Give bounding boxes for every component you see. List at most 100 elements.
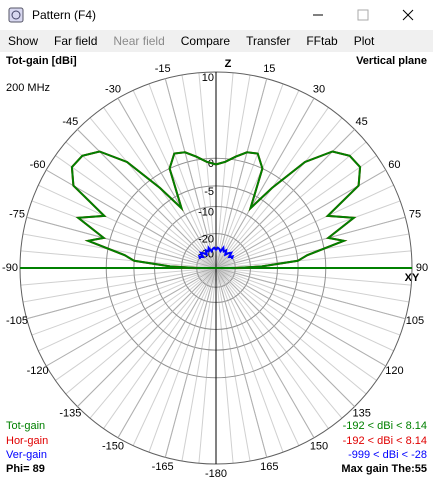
angle-grid-line: [164, 78, 217, 269]
angle-tick-label: -90: [2, 262, 18, 274]
spoke: [215, 155, 377, 269]
spoke: [215, 74, 251, 269]
spoke: [20, 250, 217, 269]
angle-tick-label: 90: [416, 262, 428, 274]
spoke: [22, 233, 217, 269]
spoke: [31, 200, 217, 269]
pattern-line: [197, 245, 235, 260]
spoke: [215, 250, 412, 269]
spoke: [215, 117, 343, 269]
spoke: [215, 267, 412, 286]
spoke: [215, 90, 300, 269]
menu-item[interactable]: Show: [8, 34, 39, 48]
spoke: [181, 74, 217, 269]
angle-tick-label: -165: [152, 461, 174, 473]
angle-tick-label: 135: [352, 408, 370, 420]
spoke: [65, 141, 217, 269]
spoke: [215, 200, 401, 269]
angle-tick-label: -120: [27, 365, 49, 377]
angle-tick-label: -75: [9, 209, 25, 221]
window-controls[interactable]: [293, 0, 433, 30]
r-tick-label: -10: [198, 206, 214, 218]
spoke: [215, 267, 234, 464]
spoke: [65, 267, 217, 395]
angle-tick-label: 60: [388, 159, 400, 171]
menu-item[interactable]: Plot: [353, 34, 375, 48]
spoke: [215, 233, 410, 269]
spoke: [103, 267, 217, 429]
menu-item: Near field: [113, 34, 165, 48]
spoke: [89, 117, 217, 269]
angle-tick-label: 120: [385, 365, 403, 377]
menu-item[interactable]: Compare: [180, 34, 231, 48]
angle-grid-line: [215, 267, 268, 458]
spoke: [215, 267, 410, 303]
menu-bar: Show Far field Near field Compare Transf…: [0, 30, 433, 52]
spoke: [198, 72, 217, 269]
spoke: [20, 267, 217, 286]
angle-grid-line: [215, 267, 315, 438]
legend-entry: Hor-gain: [6, 435, 48, 447]
spoke: [55, 267, 217, 381]
spoke: [181, 267, 217, 462]
menu-item[interactable]: Transfer: [246, 34, 291, 48]
spoke: [198, 267, 217, 464]
r-tick-label: -5: [204, 186, 214, 198]
range-label: -192 < dBi < 8.14: [343, 435, 427, 447]
spoke: [132, 267, 217, 446]
angle-grid-line: [215, 98, 315, 269]
title-bar: Pattern (F4): [0, 0, 433, 30]
spoke: [22, 267, 217, 303]
chart-subtitle: Vertical plane: [356, 55, 427, 67]
angle-grid-line: [215, 78, 268, 269]
r-tick-label: 10: [202, 72, 214, 84]
spoke: [148, 83, 217, 269]
spoke: [215, 267, 401, 336]
axis-label: XY: [405, 272, 420, 284]
angle-tick-label: -150: [102, 440, 124, 452]
angle-tick-label: -60: [30, 159, 46, 171]
angle-tick-label: 45: [356, 116, 368, 128]
angle-grid-line: [117, 98, 217, 269]
spoke: [55, 155, 217, 269]
spoke: [215, 267, 300, 446]
angle-tick-label: -180: [205, 468, 227, 480]
axis-label: Z: [225, 58, 232, 70]
menu-item[interactable]: Far field: [54, 34, 98, 48]
spoke: [215, 141, 367, 269]
angle-tick-label: -45: [62, 116, 78, 128]
angle-tick-label: 150: [310, 440, 328, 452]
spoke: [215, 267, 329, 429]
angle-tick-label: -105: [6, 315, 28, 327]
angle-grid-line: [215, 267, 355, 407]
r-tick-label: 0: [208, 158, 214, 170]
angle-grid-line: [77, 267, 217, 407]
spoke: [215, 267, 284, 453]
spoke: [215, 267, 251, 462]
angle-grid-line: [117, 267, 217, 438]
angle-grid-line: [46, 267, 217, 367]
phi-label: Phi= 89: [6, 463, 45, 475]
pattern-line: [70, 150, 362, 269]
spoke: [31, 267, 217, 336]
legend-entry: Tot-gain: [6, 420, 45, 432]
angle-grid-line: [164, 267, 217, 458]
spoke: [215, 267, 367, 395]
legend-entry: Ver-gain: [6, 449, 47, 461]
spoke: [215, 72, 234, 269]
spoke: [148, 267, 217, 453]
spoke: [215, 267, 394, 352]
angle-grid-line: [215, 216, 406, 269]
range-label: -999 < dBi < -28: [348, 449, 427, 461]
angle-grid-line: [215, 267, 406, 320]
angle-grid-line: [26, 216, 217, 269]
angle-tick-label: 165: [260, 461, 278, 473]
grid: [19, 71, 413, 465]
menu-item[interactable]: FFtab: [306, 34, 338, 48]
app-icon: [8, 7, 24, 23]
angle-tick-label: 30: [313, 84, 325, 96]
angle-grid-line: [26, 267, 217, 320]
max-gain-label: Max gain The:55: [341, 463, 427, 475]
angle-tick-label: 15: [263, 63, 275, 75]
angle-grid-line: [215, 267, 386, 367]
